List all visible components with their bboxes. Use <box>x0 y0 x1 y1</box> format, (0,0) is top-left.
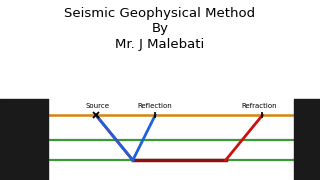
Text: By: By <box>151 22 169 35</box>
Text: Refraction: Refraction <box>241 103 277 109</box>
Text: Mr. J Malebati: Mr. J Malebati <box>116 38 204 51</box>
Text: Reflection: Reflection <box>138 103 172 109</box>
Text: Seismic Geophysical Method: Seismic Geophysical Method <box>64 7 256 20</box>
Text: Source: Source <box>86 103 109 109</box>
